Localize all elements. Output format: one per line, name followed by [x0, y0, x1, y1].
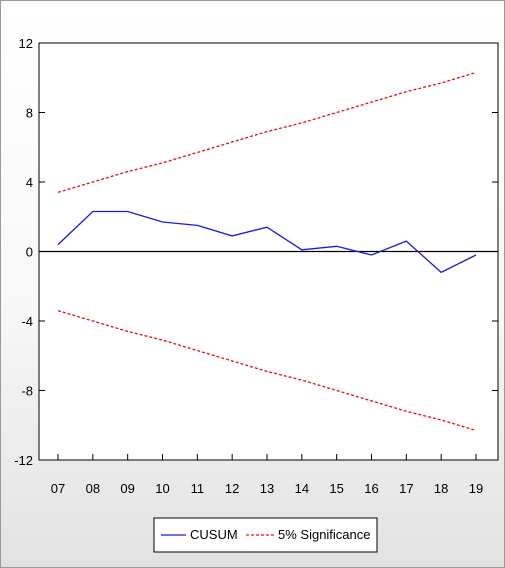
- x-tick-label: 11: [191, 481, 205, 496]
- series-layer: [57, 71, 477, 432]
- x-tick-label: 10: [155, 481, 169, 496]
- x-tick-label: 13: [260, 481, 274, 496]
- x-tick-label: 18: [434, 481, 448, 496]
- series-line-cusum: [57, 210, 477, 274]
- y-tick-label: 0: [26, 245, 33, 260]
- y-axis-ticks: 12 8 4 0 -4 -8 -12: [14, 36, 498, 468]
- y-tick-label: 4: [26, 175, 33, 190]
- x-tick-label: 16: [364, 481, 378, 496]
- y-tick-label: -4: [21, 314, 33, 329]
- x-tick-label: 08: [86, 481, 100, 496]
- x-tick-label: 09: [120, 481, 134, 496]
- y-tick-label: -12: [14, 453, 33, 468]
- legend-label-significance: 5% Significance: [278, 527, 371, 542]
- legend-label-cusum: CUSUM: [190, 527, 238, 542]
- legend: CUSUM 5% Significance: [153, 517, 378, 553]
- x-tick-label: 19: [469, 481, 483, 496]
- y-tick-label: 8: [26, 106, 33, 121]
- x-tick-label: 15: [329, 481, 343, 496]
- y-tick-label: 12: [19, 36, 33, 51]
- x-axis-ticks: 07 08 09 10 11 12 13 14 15 16 17 18 19: [51, 454, 483, 496]
- x-tick-label: 17: [399, 481, 413, 496]
- x-tick-label: 12: [225, 481, 239, 496]
- legend-box: [153, 517, 378, 553]
- y-tick-label: -8: [21, 384, 33, 399]
- series-line-lower-significance: [57, 309, 477, 432]
- x-tick-label: 07: [51, 481, 65, 496]
- x-tick-label: 14: [295, 481, 309, 496]
- series-line-5-significance: [57, 71, 477, 194]
